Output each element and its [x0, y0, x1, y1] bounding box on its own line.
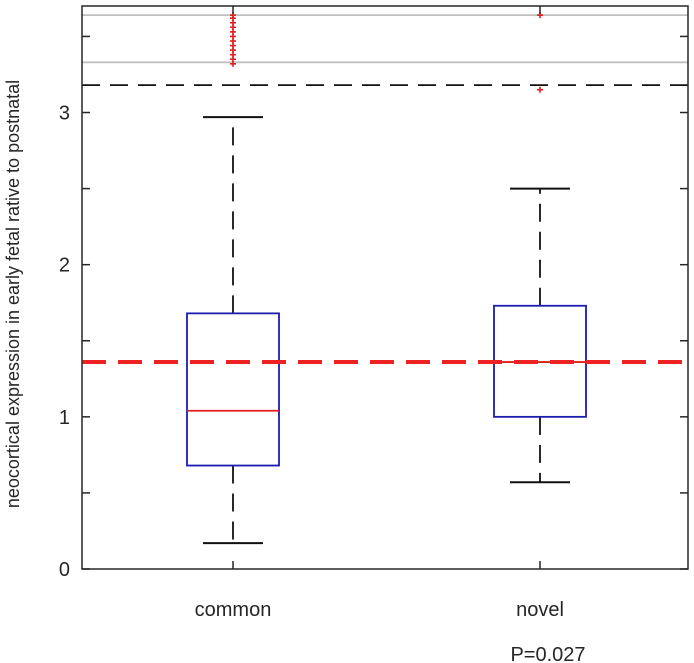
axes-layer: [81, 5, 689, 570]
plot-area-frame: [81, 5, 689, 570]
y-tick-label-3: 3: [59, 103, 70, 125]
x-category-label-common: common: [195, 599, 272, 621]
x-category-label-novel: novel: [516, 599, 564, 621]
labels-layer: neocortical expression in early fetal ra…: [3, 80, 586, 663]
y-tick-label-2: 2: [59, 255, 70, 277]
boxes-layer: [82, 12, 688, 545]
box-novel-outlier-0: [537, 86, 543, 93]
y-tick-label-1: 1: [59, 407, 70, 429]
y-axis-label: neocortical expression in early fetal ra…: [3, 80, 23, 508]
y-tick-label-0: 0: [59, 559, 70, 581]
reference-lines-layer: [82, 14, 688, 87]
p-value-annotation: P=0.027: [510, 644, 585, 663]
box-common-iqr-rect: [186, 312, 280, 467]
ticks-layer: [82, 6, 688, 570]
